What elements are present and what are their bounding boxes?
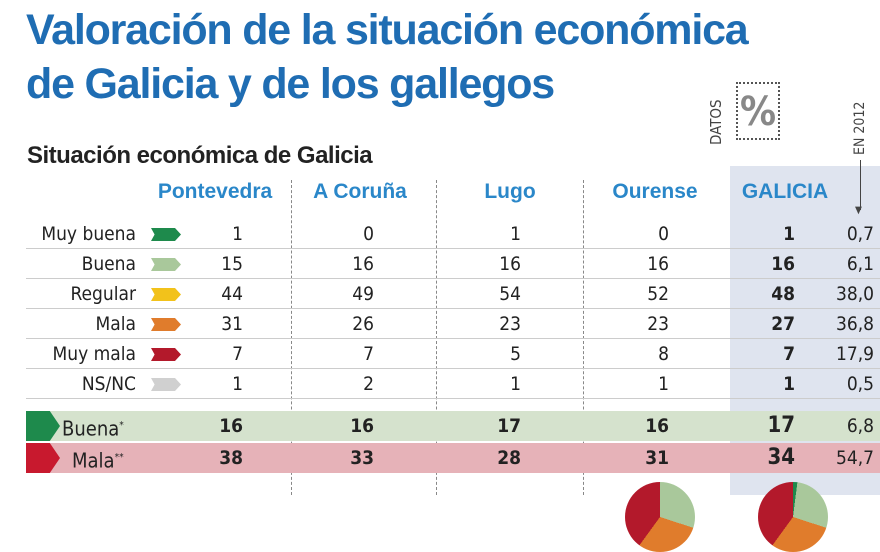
summary-cell: 31 — [645, 447, 669, 469]
summary-cell: 34 — [767, 445, 795, 470]
summary-cell: 17 — [497, 415, 521, 437]
table-cell: 48 — [771, 283, 795, 305]
column-header: Pontevedra — [157, 180, 273, 203]
table-row: Buena 15 16 16 16 16 6,1 — [26, 249, 880, 279]
column-header: A Coruña — [313, 180, 407, 203]
percent-icon: % — [736, 82, 780, 140]
table-row: Regular 44 49 54 52 48 38,0 — [26, 279, 880, 309]
footnote-mark: ** — [114, 452, 124, 463]
column-separator — [436, 180, 437, 495]
chevron-right-icon — [26, 443, 60, 473]
chevron-right-icon — [151, 378, 181, 391]
table-cell: 1 — [232, 373, 243, 395]
table-cell: 8 — [658, 343, 669, 365]
summary-row: Mala** 38 33 28 31 34 54,7 — [26, 443, 880, 473]
table-cell: 0 — [363, 223, 374, 245]
table-cell: 38,0 — [835, 283, 874, 305]
chevron-right-icon — [151, 258, 181, 271]
summary-label-text: Mala — [72, 448, 115, 473]
table-cell: 0,5 — [846, 373, 874, 395]
table-cell: 7 — [232, 343, 243, 365]
table-cell: 1 — [232, 223, 243, 245]
title-line-2: de Galicia y de los gallegos — [26, 60, 555, 108]
row-label: Regular — [70, 283, 136, 305]
column-header: Ourense — [612, 180, 698, 203]
table-cell: 16 — [499, 253, 521, 275]
table-row: Mala 31 26 23 23 27 36,8 — [26, 309, 880, 339]
table-cell: 17,9 — [835, 343, 874, 365]
chevron-right-icon — [151, 348, 181, 361]
chevron-right-icon — [151, 228, 181, 241]
datos-label: DATOS — [707, 99, 725, 145]
row-label: Muy mala — [52, 343, 136, 365]
column-separator — [583, 180, 584, 495]
summary-cell: 28 — [497, 447, 521, 469]
table-cell: 0 — [658, 223, 669, 245]
table-cell: 7 — [783, 343, 795, 365]
footnote-mark: * — [119, 420, 124, 431]
summary-cell: 33 — [350, 447, 374, 469]
table-cell: 49 — [352, 283, 374, 305]
table-cell: 1 — [783, 223, 795, 245]
table-cell: 36,8 — [835, 313, 874, 335]
summary-cell: 16 — [350, 415, 374, 437]
pie-chart-ourense — [625, 482, 695, 552]
table-row: Muy buena 1 0 1 0 1 0,7 — [26, 219, 880, 249]
summary-cell: 17 — [767, 413, 795, 438]
table-cell: 44 — [221, 283, 243, 305]
table-cell: 0,7 — [846, 223, 874, 245]
table-cell: 5 — [510, 343, 521, 365]
row-label: NS/NC — [81, 373, 136, 395]
table-cell: 1 — [783, 373, 795, 395]
summary-cell: 16 — [645, 415, 669, 437]
row-label: Buena — [81, 253, 136, 275]
column-header: Lugo — [484, 180, 536, 203]
summary-label: Mala** — [72, 443, 124, 476]
table-cell: 26 — [352, 313, 374, 335]
summary-label: Buena* — [62, 411, 124, 444]
row-label: Muy buena — [41, 223, 136, 245]
column-separator — [291, 180, 292, 495]
table-cell: 2 — [363, 373, 374, 395]
column-header: GALICIA — [741, 180, 829, 203]
table-cell: 1 — [510, 373, 521, 395]
table-cell: 1 — [510, 223, 521, 245]
table-cell: 23 — [647, 313, 669, 335]
summary-row: Buena* 16 16 17 16 17 6,8 — [26, 411, 880, 441]
chevron-right-icon — [151, 288, 181, 301]
summary-cell: 54,7 — [835, 447, 874, 469]
chevron-right-icon — [26, 411, 60, 441]
summary-cell: 38 — [219, 447, 243, 469]
summary-cell: 16 — [219, 415, 243, 437]
table-cell: 23 — [499, 313, 521, 335]
table-cell: 16 — [771, 253, 795, 275]
table-cell: 52 — [647, 283, 669, 305]
table-cell: 16 — [647, 253, 669, 275]
row-label: Mala — [95, 313, 136, 335]
table-cell: 7 — [363, 343, 374, 365]
table-cell: 6,1 — [846, 253, 874, 275]
pie-chart-galicia — [758, 482, 828, 552]
table-cell: 15 — [221, 253, 243, 275]
table-cell: 1 — [658, 373, 669, 395]
table-cell: 31 — [221, 313, 243, 335]
summary-label-text: Buena — [62, 416, 120, 441]
summary-cell: 6,8 — [846, 415, 874, 437]
subtitle: Situación económica de Galicia — [27, 142, 373, 169]
table-cell: 54 — [499, 283, 521, 305]
table-cell: 16 — [352, 253, 374, 275]
year-label: EN 2012 — [852, 101, 868, 155]
arrow-head-icon: ▼ — [855, 205, 862, 216]
title-line-1: Valoración de la situación económica — [26, 6, 749, 54]
arrow-down-icon — [860, 160, 861, 210]
chevron-right-icon — [151, 318, 181, 331]
table-row: Muy mala 7 7 5 8 7 17,9 — [26, 339, 880, 369]
table-cell: 27 — [771, 313, 795, 335]
table-row: NS/NC 1 2 1 1 1 0,5 — [26, 369, 880, 399]
